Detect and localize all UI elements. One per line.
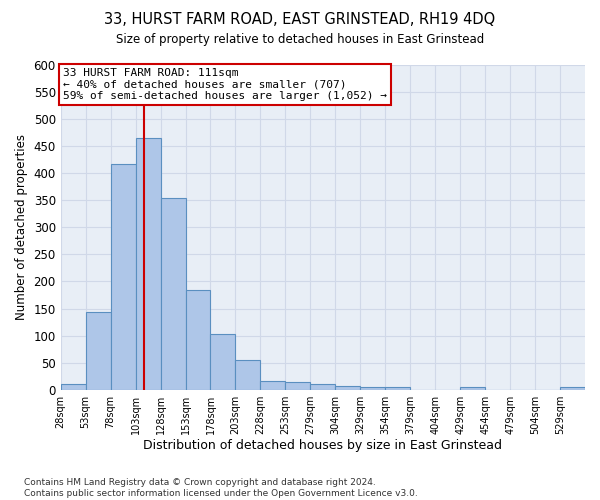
Bar <box>310 384 335 390</box>
Bar <box>61 384 86 390</box>
Bar <box>286 382 310 390</box>
Bar <box>335 386 360 390</box>
X-axis label: Distribution of detached houses by size in East Grinstead: Distribution of detached houses by size … <box>143 440 502 452</box>
Bar <box>360 387 385 390</box>
Bar <box>86 312 110 390</box>
Bar <box>385 387 410 390</box>
Text: Contains HM Land Registry data © Crown copyright and database right 2024.
Contai: Contains HM Land Registry data © Crown c… <box>24 478 418 498</box>
Bar <box>136 138 161 390</box>
Bar <box>460 387 485 390</box>
Y-axis label: Number of detached properties: Number of detached properties <box>15 134 28 320</box>
Text: 33 HURST FARM ROAD: 111sqm
← 40% of detached houses are smaller (707)
59% of sem: 33 HURST FARM ROAD: 111sqm ← 40% of deta… <box>62 68 386 101</box>
Bar <box>211 334 235 390</box>
Bar <box>110 164 136 390</box>
Text: Size of property relative to detached houses in East Grinstead: Size of property relative to detached ho… <box>116 32 484 46</box>
Bar <box>161 198 185 390</box>
Bar <box>185 290 211 390</box>
Bar <box>260 381 286 390</box>
Text: 33, HURST FARM ROAD, EAST GRINSTEAD, RH19 4DQ: 33, HURST FARM ROAD, EAST GRINSTEAD, RH1… <box>104 12 496 28</box>
Bar <box>560 387 585 390</box>
Bar <box>235 360 260 390</box>
